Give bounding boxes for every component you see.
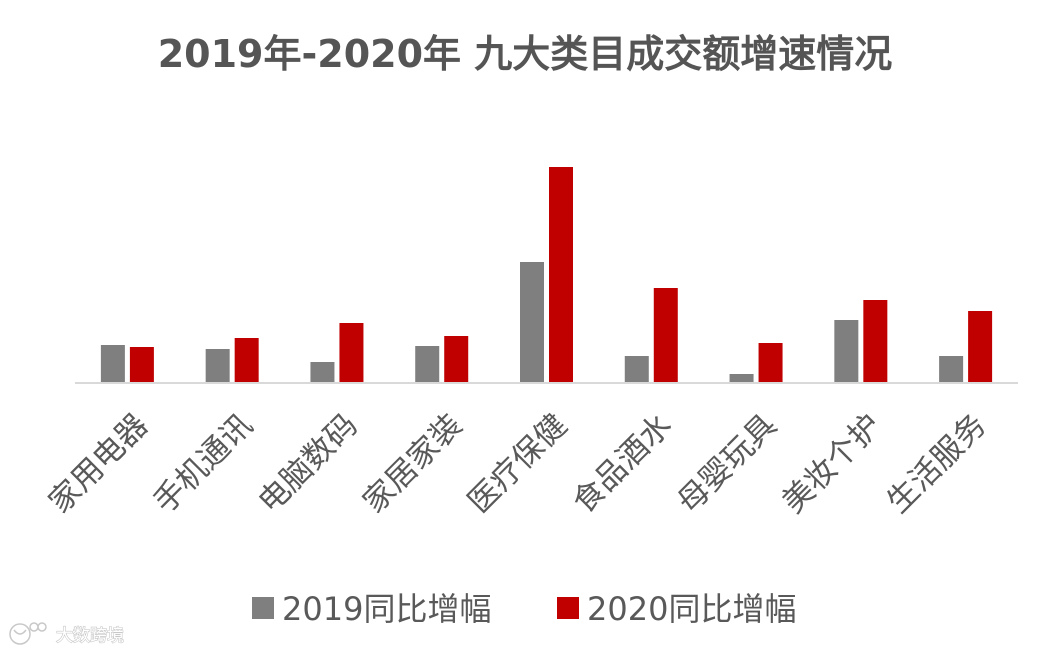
bar-2019-8 <box>939 356 964 383</box>
legend-label-2020: 2020同比增幅 <box>587 590 796 628</box>
bar-2019-3 <box>415 346 440 383</box>
category-label: 食品酒水 <box>566 407 679 520</box>
category-label: 手机通讯 <box>147 407 260 520</box>
watermark-text: 大数跨境 <box>56 626 124 646</box>
bar-2020-7 <box>863 300 888 383</box>
bar-2019-4 <box>520 262 544 383</box>
watermark: 大数跨境 <box>9 622 125 647</box>
bar-2019-7 <box>834 320 859 383</box>
bar-2019-2 <box>310 362 335 383</box>
legend: 2019同比增幅 2020同比增幅 <box>252 590 796 628</box>
category-label: 美妆个护 <box>775 407 888 520</box>
bar-2020-6 <box>758 343 783 383</box>
bar-2020-5 <box>653 288 678 383</box>
legend-label-2019: 2019同比增幅 <box>282 590 491 628</box>
bar-2020-4 <box>549 167 573 383</box>
category-label: 家居家装 <box>356 407 469 520</box>
category-label: 医疗保健 <box>461 407 574 520</box>
bar-2019-0 <box>100 345 125 383</box>
legend-swatch-2020 <box>557 597 579 619</box>
bar-2019-5 <box>624 356 649 383</box>
category-label: 家用电器 <box>42 407 155 520</box>
watermark-logo-icon <box>9 622 47 645</box>
category-label: 母婴玩具 <box>671 407 784 520</box>
bar-2020-2 <box>339 323 364 383</box>
bar-2019-1 <box>205 349 230 383</box>
category-label: 生活服务 <box>880 407 993 520</box>
chart-title: 2019年-2020年 九大类目成交额增速情况 <box>158 32 893 76</box>
bar-2020-8 <box>968 311 993 383</box>
legend-swatch-2019 <box>252 597 274 619</box>
bar-2020-3 <box>444 336 469 383</box>
bar-2020-0 <box>129 347 154 383</box>
bars-group <box>100 167 993 383</box>
category-label: 电脑数码 <box>251 407 364 520</box>
bar-2019-6 <box>729 374 754 383</box>
bar-2020-1 <box>234 338 259 383</box>
